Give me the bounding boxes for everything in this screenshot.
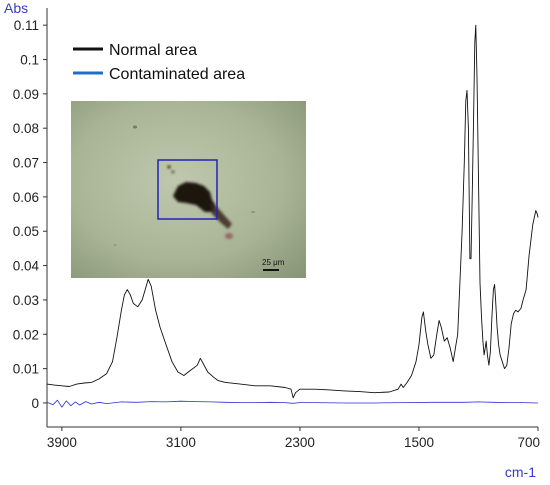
series-layer <box>46 24 539 408</box>
legend: Normal area Contaminated area <box>73 42 245 83</box>
contaminant-blob <box>173 182 216 212</box>
contaminant-dot <box>167 165 171 169</box>
y-tick-label: 0.06 <box>13 190 39 205</box>
y-tick-label: 0.03 <box>13 293 39 308</box>
contaminant-dot <box>171 170 175 174</box>
y-tick-label: 0.1 <box>20 53 39 68</box>
contaminant-stain <box>225 233 233 239</box>
x-tick-label: 2300 <box>285 435 315 450</box>
x-axis-title: cm-1 <box>504 464 536 480</box>
x-tick-label: 3900 <box>47 435 77 450</box>
legend-item-normal-area: Normal area <box>73 42 197 59</box>
analysis-area-box <box>157 159 218 220</box>
series-line-normal-area <box>46 24 539 399</box>
series-line-contaminated-area <box>46 399 539 408</box>
y-ticks: 0 0.01 0.02 0.03 0.04 0.05 0.06 0.07 0.08 0.09 0.1… <box>13 18 47 411</box>
y-tick-label: 0.01 <box>13 362 39 377</box>
x-tick-label: 700 <box>517 435 540 450</box>
x-ticks: 3900 3100 2300 1500 700 <box>47 427 540 450</box>
y-tick-label: 0.02 <box>13 327 39 342</box>
inset-speck <box>251 211 255 213</box>
inset-speck <box>113 244 117 246</box>
scale-bar-label: 25 μm <box>262 258 285 267</box>
y-axis-title: Abs <box>4 0 29 16</box>
contaminant-tail <box>210 203 232 229</box>
y-tick-label: 0.09 <box>13 87 39 102</box>
y-tick-label: 0.08 <box>13 121 39 136</box>
y-tick-label: 0.07 <box>13 156 39 171</box>
legend-label-normal-area: Normal area <box>109 42 197 59</box>
inset-speck <box>133 125 137 129</box>
plot-axes <box>46 8 538 428</box>
x-tick-label: 3100 <box>166 435 196 450</box>
y-tick-label: 0.05 <box>13 224 39 239</box>
legend-item-contaminated-area: Contaminated area <box>73 66 245 83</box>
y-tick-label: 0.04 <box>13 259 40 274</box>
inset-micrograph: 25 μm <box>71 101 306 278</box>
y-tick-label: 0 <box>31 396 39 411</box>
y-tick-label: 0.11 <box>14 18 39 33</box>
legend-label-contaminated-area: Contaminated area <box>109 66 245 83</box>
contaminant-particle <box>167 165 233 239</box>
x-tick-label: 1500 <box>404 435 434 450</box>
